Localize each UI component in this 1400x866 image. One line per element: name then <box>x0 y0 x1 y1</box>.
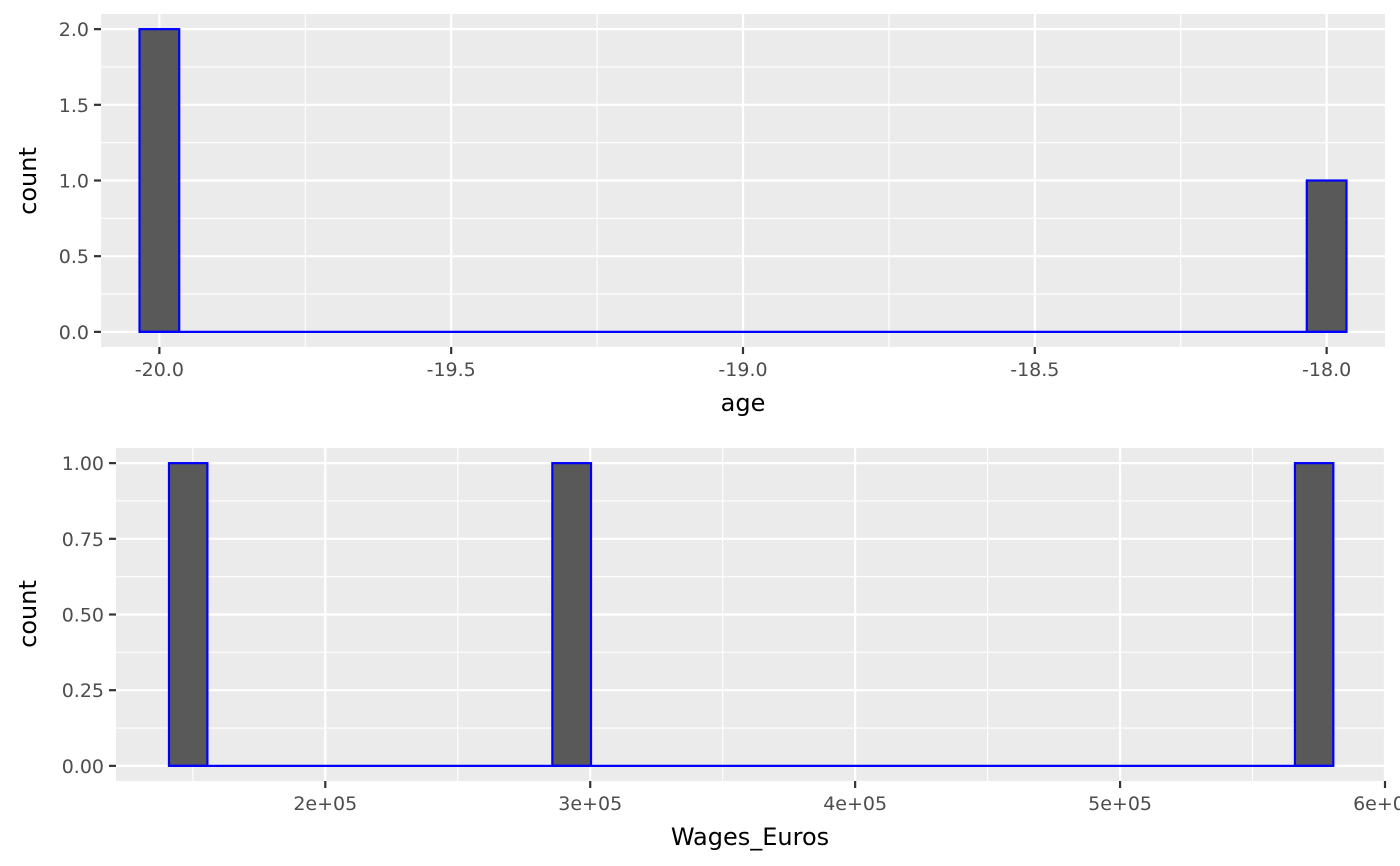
wages-histogram-bar <box>1293 462 1335 767</box>
wages-x-tick-label: 5e+05 <box>1088 793 1152 815</box>
wages-x-tick-label: 3e+05 <box>558 793 622 815</box>
age-y-axis-title: count <box>14 147 42 215</box>
age-y-ticks: 0.0 0.5 1.0 1.5 2.0 <box>59 19 101 344</box>
wages-y-tick-label: 1.00 <box>62 453 104 475</box>
wages-x-tick-label: 6e+05 <box>1353 793 1400 815</box>
age-x-ticks: -20.0 -19.5 -19.0 -18.5 -18.0 <box>135 347 1351 381</box>
wages-histogram-bar <box>167 462 209 767</box>
age-x-tick-label: -18.0 <box>1302 359 1351 381</box>
age-bars <box>138 28 1348 333</box>
age-x-tick-label: -20.0 <box>135 359 184 381</box>
age-y-tick-label: 1.0 <box>59 171 89 193</box>
age-y-tick-label: 0.5 <box>59 246 89 268</box>
wages-bars <box>167 462 1335 767</box>
age-x-axis-title: age <box>721 389 766 417</box>
age-histogram-bar <box>1305 179 1348 333</box>
wages-y-tick-label: 0.00 <box>62 756 104 778</box>
age-histogram-bar <box>138 28 181 333</box>
age-y-tick-label: 2.0 <box>59 19 89 41</box>
age-x-tick-label: -19.5 <box>427 359 476 381</box>
wages-x-axis-title: Wages_Euros <box>671 823 829 851</box>
wages-minor-gridlines <box>116 448 1385 781</box>
wages-x-tick-label: 2e+05 <box>293 793 357 815</box>
age-x-tick-label: -18.5 <box>1010 359 1059 381</box>
wages-y-axis-title: count <box>14 580 42 648</box>
wages-y-tick-label: 0.75 <box>62 529 104 551</box>
age-x-tick-label: -19.0 <box>718 359 767 381</box>
age-y-tick-label: 0.0 <box>59 322 89 344</box>
wages-y-tick-label: 0.50 <box>62 605 104 627</box>
age-y-tick-label: 1.5 <box>59 95 89 117</box>
wages-y-ticks: 0.00 0.25 0.50 0.75 1.00 <box>62 453 116 778</box>
age-histogram: -20.0 -19.5 -19.0 -18.5 -18.0 0.0 0.5 1.0 1.5 2.… <box>14 14 1385 417</box>
wages-x-tick-label: 4e+05 <box>823 793 887 815</box>
wages-y-tick-label: 0.25 <box>62 680 104 702</box>
wages-x-ticks: 2e+05 3e+05 4e+05 5e+05 6e+05 <box>293 781 1400 815</box>
wages-histogram-bar <box>551 462 593 767</box>
